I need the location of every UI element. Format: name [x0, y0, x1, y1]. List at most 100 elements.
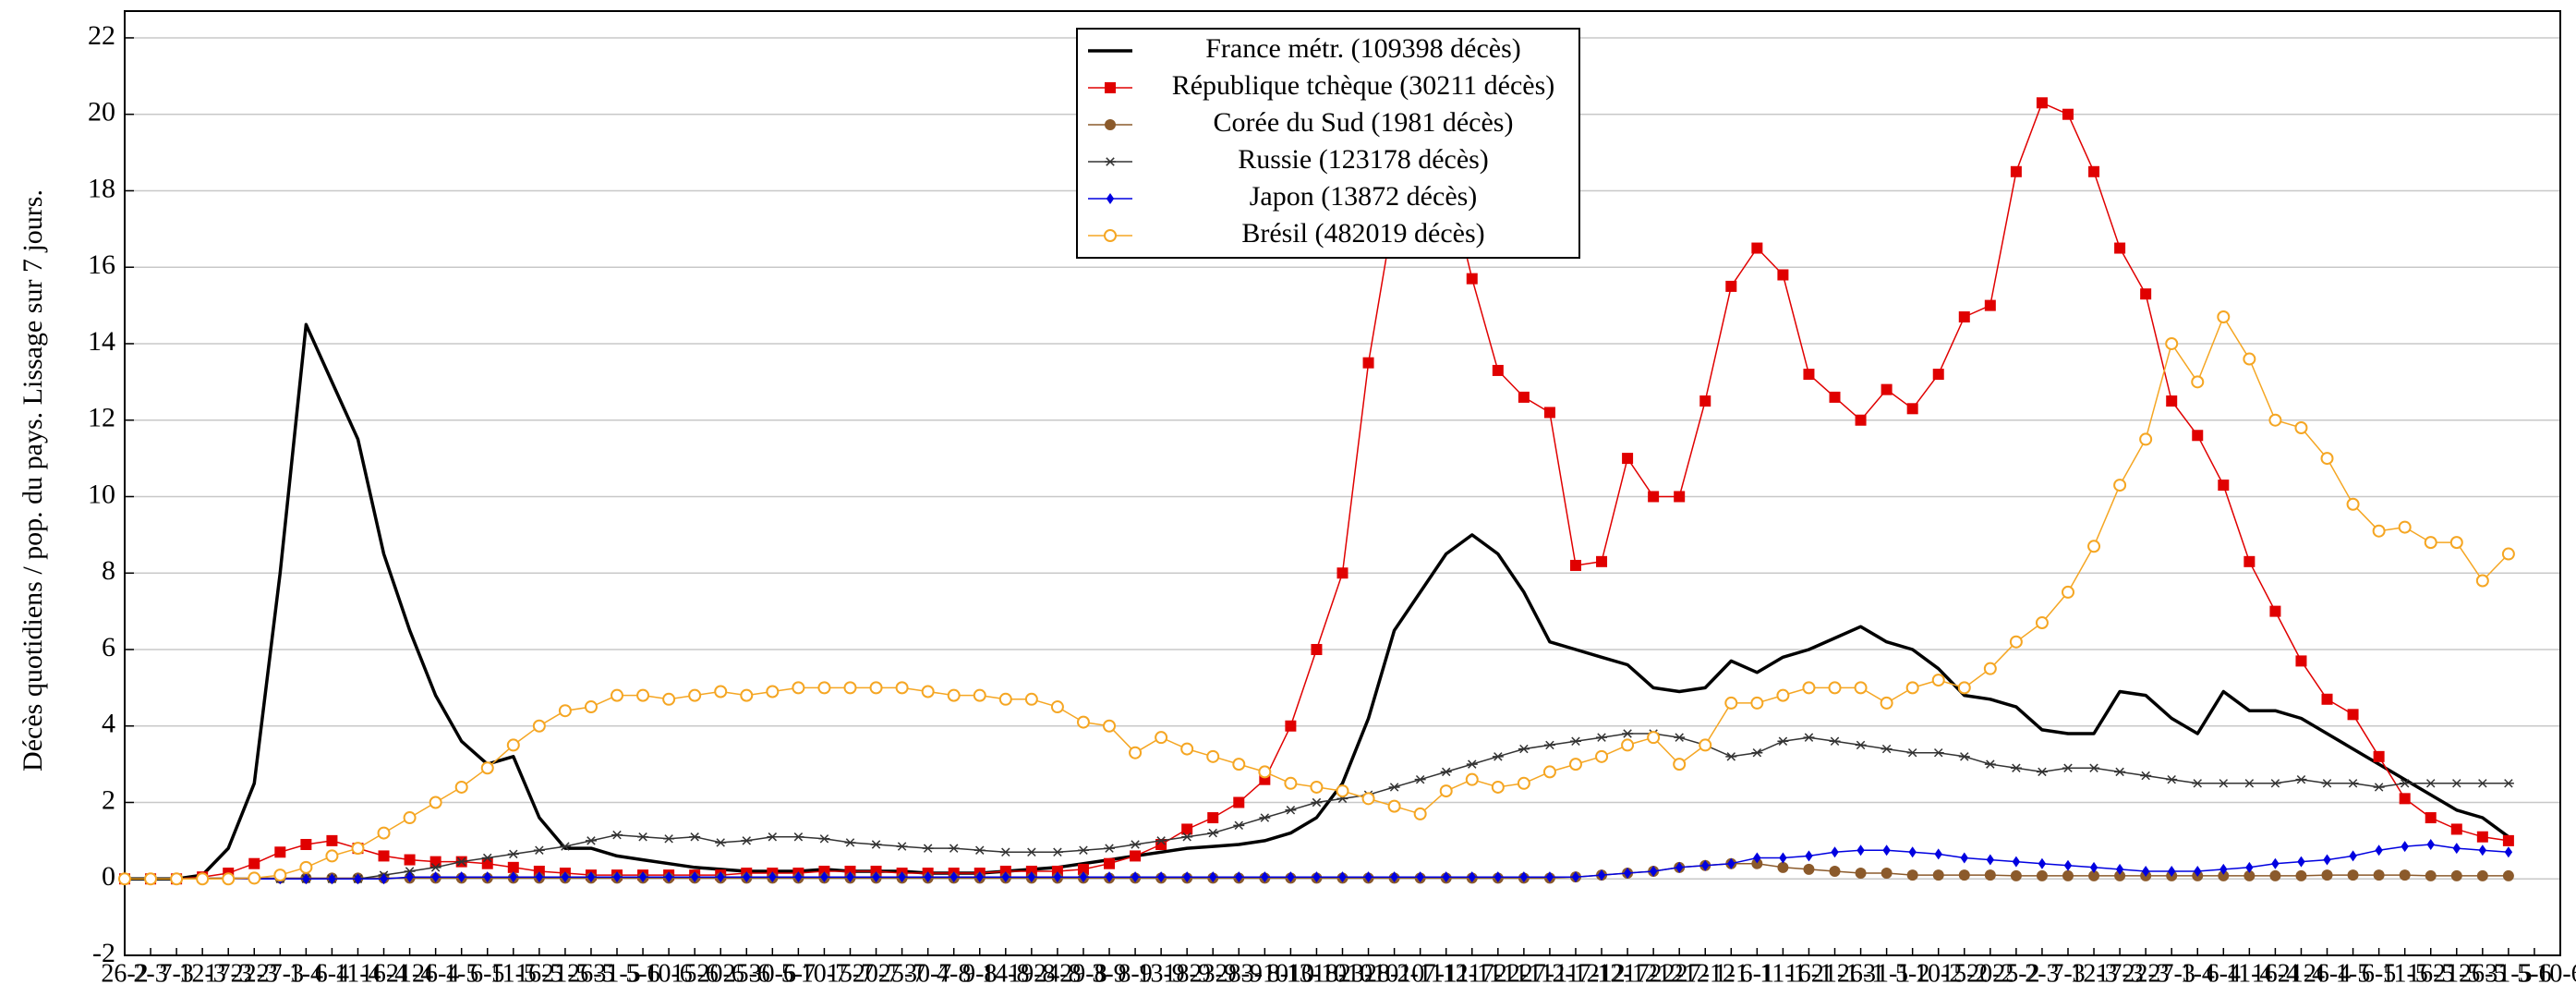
marker	[924, 871, 932, 883]
marker	[1881, 868, 1893, 880]
marker	[2139, 432, 2153, 446]
marker	[2140, 771, 2152, 781]
marker	[1207, 828, 1219, 838]
marker	[1336, 784, 1349, 798]
marker	[1131, 871, 1140, 883]
marker	[2010, 869, 2022, 881]
x-tick-label: 2-11	[1397, 959, 1444, 984]
marker	[1882, 844, 1891, 856]
marker	[481, 853, 493, 863]
marker	[1571, 871, 1580, 883]
marker	[2268, 413, 2282, 427]
marker	[2245, 861, 2254, 873]
marker	[1440, 767, 1452, 777]
marker	[999, 847, 1011, 857]
x-tick-label: 21-5	[541, 959, 588, 984]
marker	[2347, 869, 2359, 881]
marker	[2191, 375, 2205, 389]
x-tick-label: 20-6	[697, 959, 744, 984]
marker	[741, 836, 753, 845]
x-tick-label: 19-8	[1008, 959, 1055, 984]
marker	[1906, 403, 1918, 415]
marker	[1983, 662, 1997, 675]
marker	[1777, 269, 1789, 281]
marker	[1076, 715, 1090, 729]
marker	[794, 871, 803, 883]
y-tick-label: 10	[88, 479, 115, 509]
marker	[302, 873, 310, 885]
marker	[1622, 729, 1634, 738]
x-tick-label: 16-4	[2252, 959, 2299, 984]
y-tick-label: 2	[102, 784, 115, 815]
x-tick-label: 7-3	[159, 959, 193, 984]
marker	[1364, 871, 1373, 883]
marker	[1025, 847, 1037, 857]
x-tick-label: 21-1	[1811, 959, 1858, 984]
marker	[1338, 871, 1347, 883]
marker	[2012, 856, 2021, 868]
marker	[2347, 779, 2359, 788]
marker	[792, 681, 805, 695]
marker	[326, 834, 338, 846]
marker	[818, 834, 830, 844]
marker	[1492, 752, 1504, 761]
marker	[1261, 871, 1269, 883]
marker	[325, 849, 339, 863]
marker	[1934, 848, 1942, 860]
x-tick-label: 10-2	[1915, 959, 1962, 984]
marker	[2036, 869, 2048, 881]
marker	[1543, 407, 1555, 419]
marker	[532, 719, 546, 733]
marker	[455, 856, 467, 867]
marker	[2452, 843, 2461, 855]
y-tick-label: 18	[88, 173, 115, 203]
marker	[429, 856, 441, 868]
x-tick-label: 15-7	[827, 959, 874, 984]
x-tick-label: 10-6	[645, 959, 692, 984]
marker	[1180, 742, 1194, 756]
x-tick-label: 16-1	[1785, 959, 1832, 984]
x-tick-label: 2-3	[133, 959, 167, 984]
marker	[1932, 747, 1944, 758]
marker	[998, 692, 1012, 706]
marker	[2088, 763, 2100, 772]
marker	[2217, 310, 2231, 324]
marker	[2323, 854, 2331, 866]
marker	[1156, 871, 1166, 883]
marker	[1649, 865, 1658, 877]
x-tick-label: 1-5	[444, 959, 478, 984]
marker	[2062, 869, 2074, 881]
marker	[2449, 536, 2463, 550]
marker	[2114, 869, 2126, 881]
marker	[638, 871, 647, 883]
marker	[792, 832, 804, 842]
marker	[1390, 871, 1398, 883]
marker	[1414, 774, 1426, 784]
marker	[533, 845, 545, 855]
marker	[1569, 736, 1581, 747]
marker	[2166, 395, 2178, 407]
marker	[1724, 696, 1738, 710]
x-tick-label: 27-3	[257, 959, 304, 984]
marker	[1106, 193, 1115, 204]
marker	[1027, 871, 1036, 883]
marker	[1494, 871, 1503, 883]
marker	[662, 692, 676, 706]
marker	[1777, 736, 1789, 747]
marker	[1311, 797, 1323, 808]
marker	[1388, 783, 1400, 792]
x-tick-label: 27-3	[2148, 959, 2195, 984]
marker	[1285, 806, 1297, 815]
marker	[2114, 242, 2126, 254]
marker	[2062, 763, 2074, 772]
marker	[637, 832, 649, 842]
marker	[2038, 857, 2047, 869]
x-tick-label: 21-4	[2278, 959, 2325, 984]
marker	[870, 840, 882, 849]
x-tick-label: 15-2	[1941, 959, 1988, 984]
x-tick-label: 21-5	[2433, 959, 2480, 984]
marker	[1105, 82, 1116, 93]
marker	[1881, 383, 1893, 395]
marker	[273, 869, 287, 882]
marker	[300, 839, 312, 851]
